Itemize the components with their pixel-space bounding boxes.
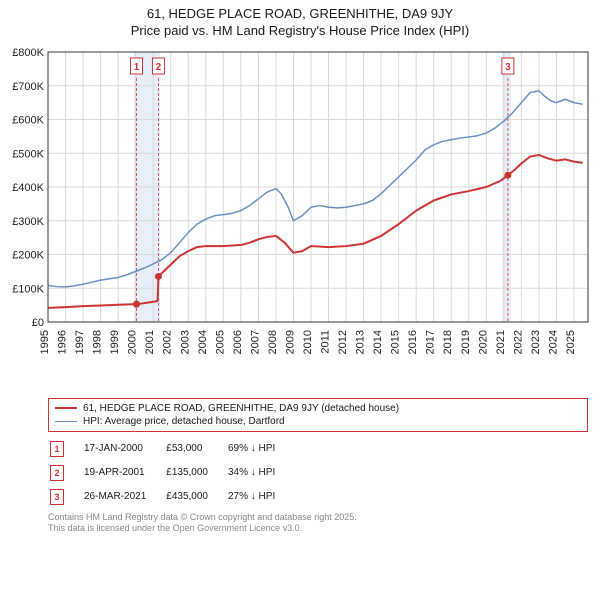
row-date: 26-MAR-2021 xyxy=(84,486,164,508)
row-marker: 2 xyxy=(50,465,64,481)
svg-text:2012: 2012 xyxy=(337,330,349,354)
svg-text:2000: 2000 xyxy=(127,330,139,354)
title-line-1: 61, HEDGE PLACE ROAD, GREENHITHE, DA9 9J… xyxy=(8,6,592,23)
svg-text:£500K: £500K xyxy=(12,148,44,160)
svg-text:2021: 2021 xyxy=(495,330,507,354)
svg-text:2: 2 xyxy=(156,62,162,73)
chart-title: 61, HEDGE PLACE ROAD, GREENHITHE, DA9 9J… xyxy=(0,0,600,42)
svg-text:1995: 1995 xyxy=(39,330,51,354)
row-date: 19-APR-2001 xyxy=(84,462,164,484)
svg-text:2017: 2017 xyxy=(425,330,437,354)
svg-text:2013: 2013 xyxy=(355,330,367,354)
legend-swatch xyxy=(55,421,77,422)
legend-item: 61, HEDGE PLACE ROAD, GREENHITHE, DA9 9J… xyxy=(55,402,581,415)
svg-text:1998: 1998 xyxy=(92,330,104,354)
svg-text:2019: 2019 xyxy=(460,330,472,354)
svg-text:2014: 2014 xyxy=(372,330,384,354)
table-row: 3 26-MAR-2021£435,00027% ↓ HPI xyxy=(50,486,293,508)
table-row: 1 17-JAN-2000£53,00069% ↓ HPI xyxy=(50,438,293,460)
svg-text:£600K: £600K xyxy=(12,114,44,126)
legend-label: HPI: Average price, detached house, Dart… xyxy=(83,416,285,427)
svg-text:£300K: £300K xyxy=(12,216,44,228)
svg-text:£100K: £100K xyxy=(12,283,44,295)
svg-text:2004: 2004 xyxy=(197,330,209,354)
sales-table: 1 17-JAN-2000£53,00069% ↓ HPI 2 19-APR-2001… xyxy=(48,436,295,510)
svg-text:1: 1 xyxy=(134,62,140,73)
row-delta: 69% ↓ HPI xyxy=(228,438,293,460)
svg-text:£800K: £800K xyxy=(12,47,44,59)
svg-text:£400K: £400K xyxy=(12,182,44,194)
svg-text:2022: 2022 xyxy=(512,330,524,354)
svg-text:2005: 2005 xyxy=(214,330,226,354)
svg-text:2011: 2011 xyxy=(320,330,332,354)
legend: 61, HEDGE PLACE ROAD, GREENHITHE, DA9 9J… xyxy=(48,398,588,432)
legend-label: 61, HEDGE PLACE ROAD, GREENHITHE, DA9 9J… xyxy=(83,403,399,414)
svg-text:2010: 2010 xyxy=(302,330,314,354)
footnote: Contains HM Land Registry data © Crown c… xyxy=(48,512,588,535)
chart-area: £0 £100K £200K £300K £400K £500K £600K £700K £80… xyxy=(0,42,600,392)
svg-text:2008: 2008 xyxy=(267,330,279,354)
row-delta: 34% ↓ HPI xyxy=(228,462,293,484)
row-date: 17-JAN-2000 xyxy=(84,438,164,460)
svg-text:2015: 2015 xyxy=(390,330,402,354)
row-delta: 27% ↓ HPI xyxy=(228,486,293,508)
legend-item: HPI: Average price, detached house, Dart… xyxy=(55,415,581,428)
svg-text:1999: 1999 xyxy=(109,330,121,354)
svg-text:2023: 2023 xyxy=(530,330,542,354)
svg-text:£200K: £200K xyxy=(12,249,44,261)
svg-text:2006: 2006 xyxy=(232,330,244,354)
legend-swatch xyxy=(55,407,77,409)
line-chart-svg: £0 £100K £200K £300K £400K £500K £600K £700K £80… xyxy=(0,42,600,392)
row-price: £435,000 xyxy=(166,486,226,508)
svg-text:2007: 2007 xyxy=(249,330,261,354)
footnote-line-2: This data is licensed under the Open Gov… xyxy=(48,523,588,534)
table-row: 2 19-APR-2001£135,00034% ↓ HPI xyxy=(50,462,293,484)
svg-text:2002: 2002 xyxy=(162,330,174,354)
row-price: £53,000 xyxy=(166,438,226,460)
footnote-line-1: Contains HM Land Registry data © Crown c… xyxy=(48,512,588,523)
row-marker: 1 xyxy=(50,441,64,457)
svg-text:£700K: £700K xyxy=(12,81,44,93)
svg-text:2018: 2018 xyxy=(442,330,454,354)
svg-text:2009: 2009 xyxy=(284,330,296,354)
svg-text:2024: 2024 xyxy=(547,330,559,354)
title-line-2: Price paid vs. HM Land Registry's House … xyxy=(8,23,592,40)
svg-text:1997: 1997 xyxy=(74,330,86,354)
svg-text:2016: 2016 xyxy=(407,330,419,354)
svg-text:2025: 2025 xyxy=(565,330,577,354)
svg-text:2003: 2003 xyxy=(179,330,191,354)
row-price: £135,000 xyxy=(166,462,226,484)
svg-text:2001: 2001 xyxy=(144,330,156,354)
svg-text:1996: 1996 xyxy=(57,330,69,354)
svg-text:£0: £0 xyxy=(32,317,44,329)
svg-text:3: 3 xyxy=(505,62,511,73)
row-marker: 3 xyxy=(50,489,64,505)
svg-text:2020: 2020 xyxy=(477,330,489,354)
